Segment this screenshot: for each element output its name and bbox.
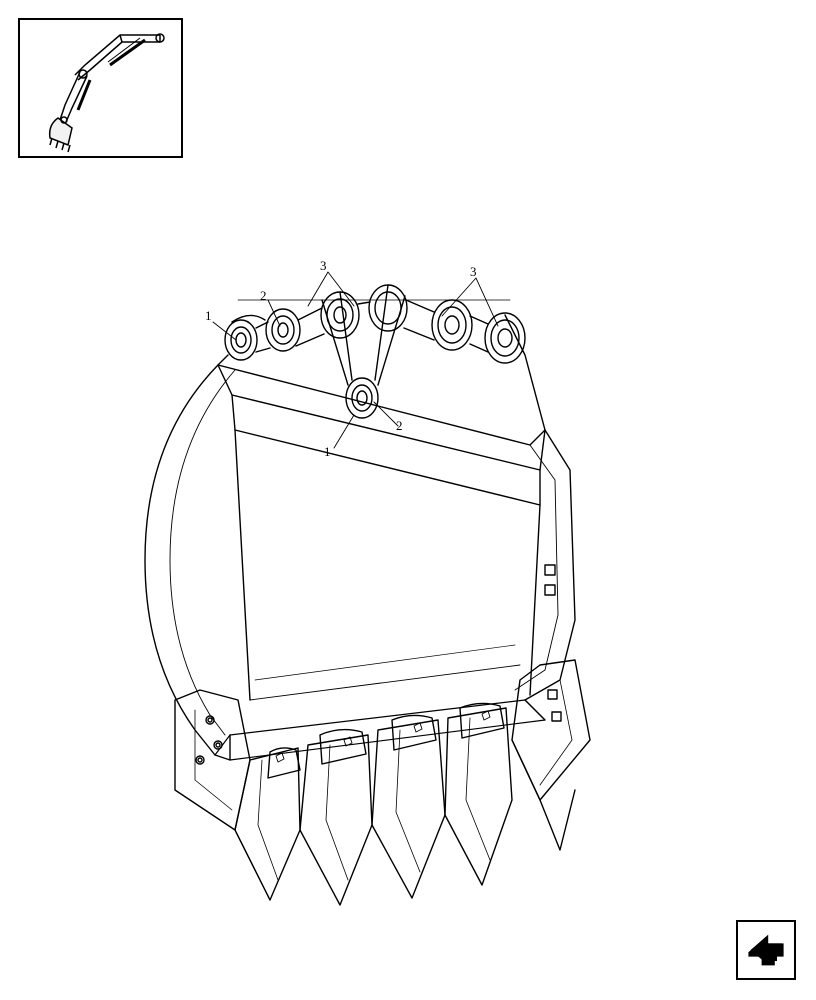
arrow-icon (744, 928, 788, 972)
callout-label-3a: 3 (320, 258, 327, 274)
callout-label-1b: 1 (324, 444, 331, 460)
callout-label-3b: 3 (470, 264, 477, 280)
callout-label-1: 1 (205, 308, 212, 324)
callout-label-2: 2 (260, 288, 267, 304)
nav-arrow-button[interactable] (736, 920, 796, 980)
callout-label-2b: 2 (396, 418, 403, 434)
main-diagram (0, 0, 816, 1000)
